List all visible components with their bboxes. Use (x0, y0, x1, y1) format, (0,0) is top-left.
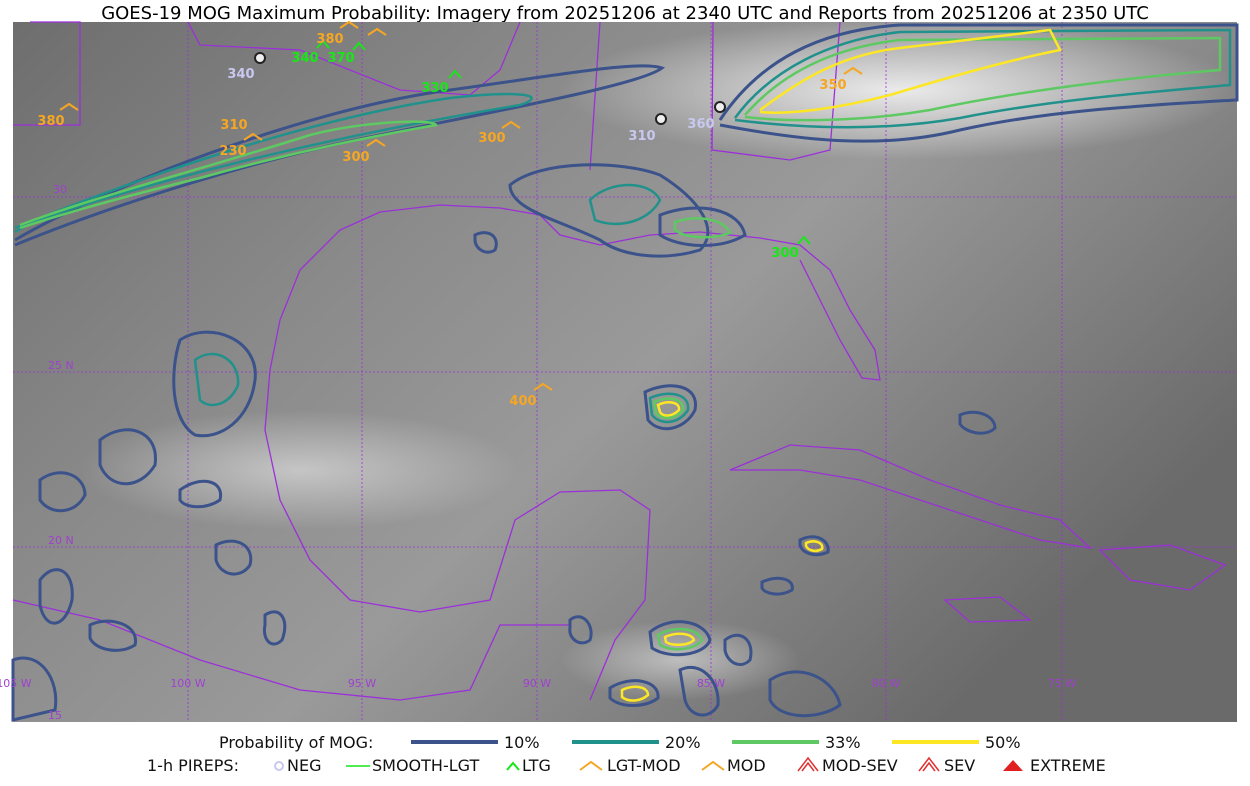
legend-label: MOD-SEV (822, 756, 898, 775)
legend-title: 1-h PIREPS: (147, 756, 239, 775)
legend-label: SEV (944, 756, 975, 775)
lon-label: 90 W (523, 677, 551, 690)
lon-label: 100 W (170, 677, 205, 690)
pirep-label: 340 (227, 67, 254, 82)
lat-lon-labels: 30 25 N 20 N 15 105 W 100 W 95 W 90 W 85… (0, 183, 1076, 722)
lon-label: 85 W (697, 677, 725, 690)
coastlines (12, 21, 1227, 701)
legend-label: LTG (522, 756, 551, 775)
lon-label: 80 W (872, 677, 900, 690)
cloud (80, 410, 520, 530)
lat-label: 25 N (48, 359, 74, 372)
legend-label: LGT-MOD (607, 756, 681, 775)
pirep-label: 370 (327, 51, 354, 66)
legend-label: 10% (504, 733, 540, 752)
pirep-label: 310 (220, 118, 247, 133)
cloud (560, 620, 800, 700)
legend-label: MOD (727, 756, 766, 775)
pirep-label: 230 (219, 144, 246, 159)
lon-label: 75 W (1048, 677, 1076, 690)
title: GOES-19 MOG Maximum Probability: Imagery… (101, 3, 1149, 24)
lat-label: 30 (53, 183, 67, 196)
pirep-label: 300 (342, 150, 369, 165)
pirep-label: 350 (819, 78, 846, 93)
pirep-label: 310 (628, 129, 655, 144)
pirep-label: 300 (478, 131, 505, 146)
pirep-label: 300 (771, 246, 798, 261)
lon-label: 95 W (348, 677, 376, 690)
pirep-label: 340 (291, 51, 318, 66)
legend-label: NEG (287, 756, 321, 775)
probability-contours (11, 23, 1239, 722)
pirep-label: 330 (421, 81, 448, 96)
pireps: 380 340 340 370 380 330 310 230 300 300 … (37, 20, 863, 409)
legend: Probability of MOG: 10% 20% 33% 50% 1-h … (147, 733, 1106, 775)
cloud (560, 20, 1240, 160)
legend-label: SMOOTH-LGT (372, 756, 479, 775)
pirep-label: 380 (37, 114, 64, 129)
legend-label: EXTREME (1030, 756, 1106, 775)
legend-label: 33% (825, 733, 861, 752)
legend-title: Probability of MOG: (219, 733, 373, 752)
pirep-label: 380 (316, 32, 343, 47)
legend-label: 50% (985, 733, 1021, 752)
lon-label: 105 W (0, 677, 32, 690)
map: 30 25 N 20 N 15 105 W 100 W 95 W 90 W 85… (0, 20, 1240, 722)
pirep-label: 400 (509, 394, 536, 409)
lat-label: 15 (48, 709, 62, 722)
lat-label: 20 N (48, 534, 74, 547)
pirep-label: 360 (687, 117, 714, 132)
legend-label: 20% (665, 733, 701, 752)
